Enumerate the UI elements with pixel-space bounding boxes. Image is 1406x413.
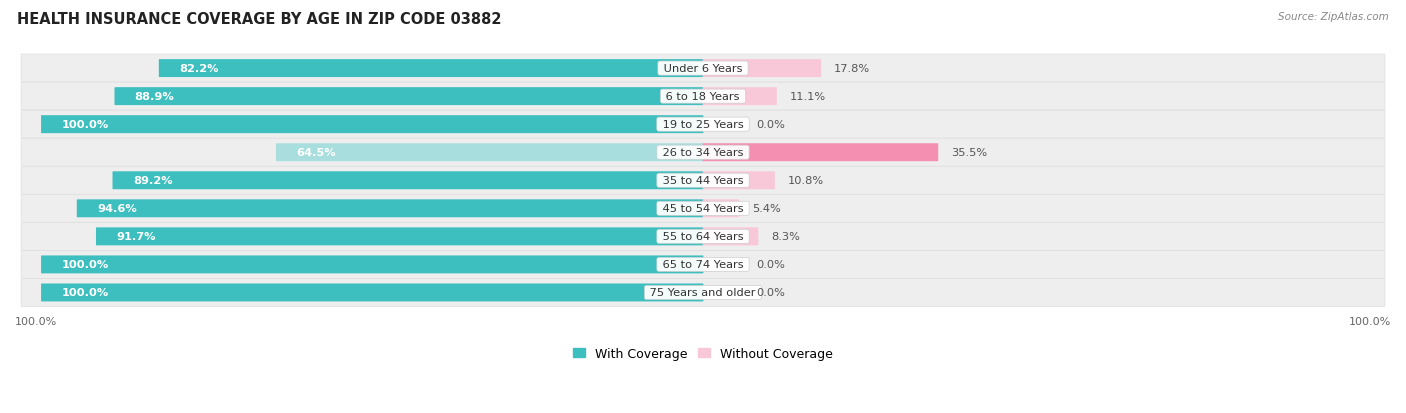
Text: 8.3%: 8.3% <box>770 232 800 242</box>
Text: 100.0%: 100.0% <box>1348 316 1391 327</box>
Text: 19 to 25 Years: 19 to 25 Years <box>659 120 747 130</box>
FancyBboxPatch shape <box>21 111 1385 139</box>
Text: 6 to 18 Years: 6 to 18 Years <box>662 92 744 102</box>
FancyBboxPatch shape <box>21 167 1385 195</box>
FancyBboxPatch shape <box>703 200 740 218</box>
FancyBboxPatch shape <box>41 116 703 134</box>
Text: 35.5%: 35.5% <box>950 148 987 158</box>
Text: 45 to 54 Years: 45 to 54 Years <box>659 204 747 214</box>
Text: 82.2%: 82.2% <box>179 64 218 74</box>
FancyBboxPatch shape <box>703 88 778 106</box>
FancyBboxPatch shape <box>21 251 1385 279</box>
FancyBboxPatch shape <box>276 144 703 162</box>
Text: 91.7%: 91.7% <box>117 232 156 242</box>
FancyBboxPatch shape <box>77 200 703 218</box>
Legend: With Coverage, Without Coverage: With Coverage, Without Coverage <box>572 347 834 360</box>
Text: 100.0%: 100.0% <box>15 316 58 327</box>
FancyBboxPatch shape <box>703 60 821 78</box>
FancyBboxPatch shape <box>703 172 775 190</box>
FancyBboxPatch shape <box>159 60 703 78</box>
FancyBboxPatch shape <box>21 223 1385 251</box>
FancyBboxPatch shape <box>96 228 703 246</box>
Text: 100.0%: 100.0% <box>62 288 108 298</box>
Text: 65 to 74 Years: 65 to 74 Years <box>659 260 747 270</box>
FancyBboxPatch shape <box>41 284 703 301</box>
Text: 100.0%: 100.0% <box>62 120 108 130</box>
Text: Source: ZipAtlas.com: Source: ZipAtlas.com <box>1278 12 1389 22</box>
Text: 75 Years and older: 75 Years and older <box>647 288 759 298</box>
Text: 10.8%: 10.8% <box>787 176 824 186</box>
Text: 35 to 44 Years: 35 to 44 Years <box>659 176 747 186</box>
Text: 0.0%: 0.0% <box>756 120 785 130</box>
Text: 17.8%: 17.8% <box>834 64 870 74</box>
Text: 0.0%: 0.0% <box>756 288 785 298</box>
FancyBboxPatch shape <box>21 195 1385 223</box>
Text: 11.1%: 11.1% <box>790 92 825 102</box>
FancyBboxPatch shape <box>114 88 703 106</box>
Text: Under 6 Years: Under 6 Years <box>659 64 747 74</box>
FancyBboxPatch shape <box>21 279 1385 307</box>
FancyBboxPatch shape <box>21 83 1385 111</box>
Text: 94.6%: 94.6% <box>97 204 136 214</box>
FancyBboxPatch shape <box>21 139 1385 167</box>
Text: 100.0%: 100.0% <box>62 260 108 270</box>
FancyBboxPatch shape <box>703 144 938 162</box>
Text: 55 to 64 Years: 55 to 64 Years <box>659 232 747 242</box>
Text: HEALTH INSURANCE COVERAGE BY AGE IN ZIP CODE 03882: HEALTH INSURANCE COVERAGE BY AGE IN ZIP … <box>17 12 502 27</box>
Text: 0.0%: 0.0% <box>756 260 785 270</box>
FancyBboxPatch shape <box>703 228 758 246</box>
FancyBboxPatch shape <box>41 256 703 274</box>
Text: 26 to 34 Years: 26 to 34 Years <box>659 148 747 158</box>
Text: 64.5%: 64.5% <box>297 148 336 158</box>
FancyBboxPatch shape <box>112 172 703 190</box>
Text: 5.4%: 5.4% <box>752 204 780 214</box>
Text: 89.2%: 89.2% <box>132 176 173 186</box>
Text: 88.9%: 88.9% <box>135 92 174 102</box>
FancyBboxPatch shape <box>21 55 1385 83</box>
